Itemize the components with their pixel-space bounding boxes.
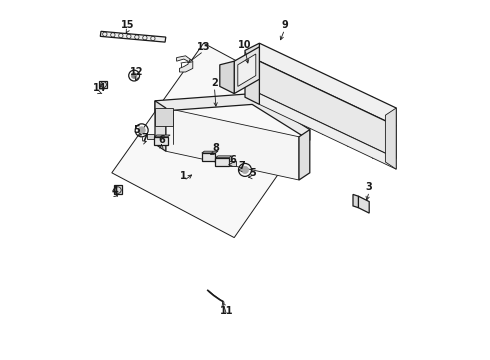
Text: 3: 3 bbox=[366, 182, 372, 192]
Text: 14: 14 bbox=[93, 83, 106, 93]
Polygon shape bbox=[238, 54, 256, 86]
Text: 7: 7 bbox=[142, 132, 148, 143]
Text: 10: 10 bbox=[238, 40, 252, 50]
Text: 7: 7 bbox=[238, 161, 245, 171]
Polygon shape bbox=[147, 134, 154, 139]
Polygon shape bbox=[154, 137, 168, 145]
Text: 1: 1 bbox=[180, 171, 187, 181]
Polygon shape bbox=[202, 151, 218, 153]
Polygon shape bbox=[259, 94, 396, 169]
Text: 12: 12 bbox=[130, 67, 144, 77]
Text: 6: 6 bbox=[229, 155, 236, 165]
Polygon shape bbox=[99, 81, 107, 88]
Text: 5: 5 bbox=[134, 125, 140, 135]
Polygon shape bbox=[155, 101, 166, 151]
Polygon shape bbox=[202, 153, 216, 161]
Polygon shape bbox=[386, 108, 396, 169]
Polygon shape bbox=[155, 108, 173, 126]
Polygon shape bbox=[245, 43, 259, 104]
Polygon shape bbox=[154, 135, 170, 137]
Text: 5: 5 bbox=[249, 168, 256, 178]
Polygon shape bbox=[259, 43, 396, 126]
Text: 8: 8 bbox=[213, 143, 220, 153]
Text: 11: 11 bbox=[220, 306, 234, 316]
Polygon shape bbox=[358, 196, 369, 213]
Circle shape bbox=[138, 127, 145, 134]
Polygon shape bbox=[216, 156, 232, 158]
Polygon shape bbox=[259, 61, 396, 158]
Polygon shape bbox=[112, 43, 324, 238]
Polygon shape bbox=[216, 158, 229, 166]
Text: 13: 13 bbox=[197, 42, 210, 52]
Text: 15: 15 bbox=[121, 20, 135, 30]
Text: 9: 9 bbox=[281, 20, 288, 30]
Polygon shape bbox=[100, 31, 166, 42]
Polygon shape bbox=[353, 194, 358, 208]
Circle shape bbox=[131, 73, 137, 78]
Polygon shape bbox=[166, 108, 299, 180]
Polygon shape bbox=[229, 161, 236, 166]
Polygon shape bbox=[234, 47, 259, 94]
Polygon shape bbox=[220, 61, 234, 94]
Text: 2: 2 bbox=[211, 78, 218, 88]
Polygon shape bbox=[114, 185, 122, 194]
Text: 6: 6 bbox=[158, 135, 165, 145]
Text: 4: 4 bbox=[111, 186, 118, 196]
Polygon shape bbox=[176, 56, 193, 72]
Circle shape bbox=[242, 166, 248, 174]
Polygon shape bbox=[299, 130, 310, 180]
Polygon shape bbox=[155, 94, 310, 140]
